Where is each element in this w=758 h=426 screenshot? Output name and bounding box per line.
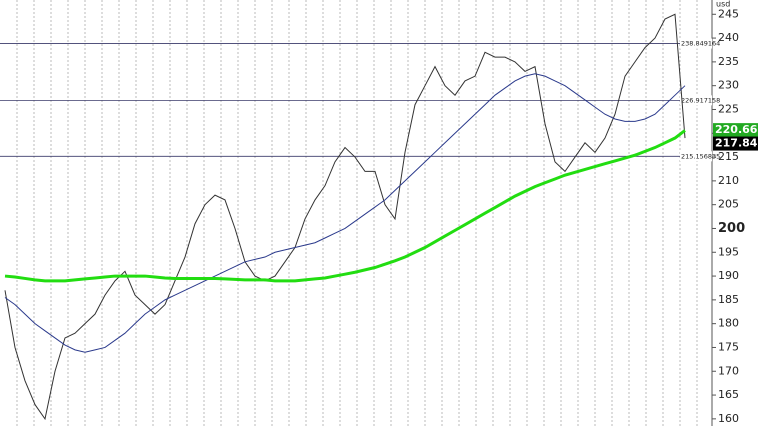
- reference-label-bg: [680, 95, 712, 106]
- series-line: [4, 129, 686, 283]
- series-line: [4, 13, 686, 421]
- y-tick-label: 180: [718, 317, 739, 330]
- y-tick-label: 165: [718, 388, 739, 401]
- y-tick-label: 190: [718, 269, 739, 282]
- reference-label: 238.849164: [681, 40, 720, 48]
- reference-label-bg: [680, 38, 712, 49]
- last-price-label: 217.84: [715, 137, 758, 150]
- last-price-tag: [713, 136, 758, 151]
- y-tick-label: 235: [718, 55, 739, 68]
- y-tick-label: 175: [718, 340, 739, 353]
- reference-label: 226.917158: [681, 96, 720, 104]
- y-tick-label: 215: [718, 150, 739, 163]
- y-tick-label: 245: [718, 7, 739, 20]
- y-tick-label: 205: [718, 198, 739, 211]
- last-price-label: 220.6615: [715, 123, 758, 136]
- grid: [16, 0, 698, 426]
- series-line: [4, 73, 686, 353]
- unit-label: usd: [716, 0, 730, 9]
- y-tick-label: 195: [718, 245, 739, 258]
- y-tick-label: 170: [718, 364, 739, 377]
- reference-label: 215.156835: [681, 152, 720, 160]
- y-tick-label: 240: [718, 31, 739, 44]
- y-tick-label: 160: [718, 412, 739, 425]
- reference-label-bg: [680, 151, 712, 162]
- y-tick-label: 185: [718, 293, 739, 306]
- y-tick-label: 230: [718, 79, 739, 92]
- last-price-tag: [713, 123, 758, 138]
- y-tick-label: 210: [718, 174, 739, 187]
- y-tick-label: 200: [718, 221, 745, 236]
- y-tick-label: 225: [718, 102, 739, 115]
